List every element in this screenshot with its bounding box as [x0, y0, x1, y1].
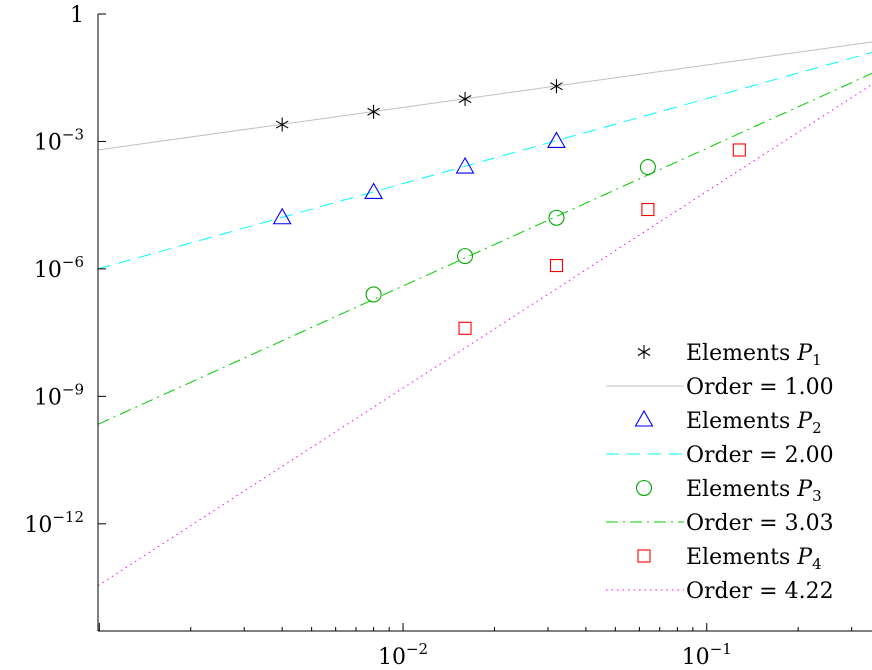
data-point-s2-2: [455, 156, 475, 174]
legend-marker-4: [635, 479, 653, 497]
legend: Elements P1 Order = 1.00 Elements P2 Order = …: [606, 341, 834, 604]
series-line-5: [98, 72, 872, 425]
legend-item-0: Elements P1: [637, 341, 822, 369]
data-point-s6-2: [641, 202, 655, 217]
data-point-s4-0: [365, 286, 382, 303]
legend-label-2: Elements P2: [686, 409, 822, 437]
legend-item-6: Elements P4: [637, 545, 822, 573]
y-tick-label-2: 10−6: [34, 253, 84, 283]
data-point-s0-3: [550, 79, 563, 94]
data-point-s4-1: [456, 248, 474, 265]
y-tick-label-1: 10−3: [34, 125, 84, 155]
legend-label-6: Elements P4: [686, 545, 822, 573]
data-point-s0-0: [275, 117, 289, 132]
data-point-s2-3: [547, 131, 566, 149]
data-point-s2-1: [364, 182, 384, 200]
legend-item-3: Order = 2.00: [606, 443, 834, 468]
legend-label-1: Order = 1.00: [686, 375, 834, 400]
series-line-3: [98, 51, 872, 270]
x-tick-label-1: 10−1: [682, 640, 732, 670]
data-point-s6-1: [549, 258, 564, 273]
x-tick-label-0: 10−2: [378, 640, 428, 670]
data-point-s0-1: [367, 104, 380, 119]
legend-marker-0: [637, 345, 651, 359]
data-point-s6-0: [458, 321, 472, 335]
data-point-s6-3: [732, 143, 746, 157]
y-tick-label-0: 1: [70, 3, 84, 28]
legend-label-7: Order = 4.22: [686, 579, 834, 604]
data-point-s2-0: [272, 207, 292, 225]
legend-item-1: Order = 1.00: [606, 375, 834, 400]
data-point-s0-2: [458, 91, 472, 106]
legend-label-3: Order = 2.00: [686, 443, 834, 468]
y-tick-label-3: 10−9: [34, 380, 84, 410]
axes-layer: [97, 14, 872, 632]
fit-lines-layer: [98, 41, 872, 587]
data-point-s4-3: [639, 158, 656, 176]
y-tick-label-4: 10−12: [24, 508, 84, 538]
data-point-s4-2: [548, 209, 565, 226]
legend-label-5: Order = 3.03: [686, 511, 834, 536]
legend-label-4: Elements P3: [686, 477, 822, 505]
legend-marker-2: [634, 409, 654, 427]
legend-label-0: Elements P1: [686, 341, 822, 369]
data-points-layer: [272, 79, 746, 335]
ticks-layer: 1 10−3 10−6 10−9 10−12 10−2 10−1: [24, 3, 853, 670]
legend-item-7: Order = 4.22: [606, 579, 834, 604]
series-line-1: [98, 41, 872, 151]
legend-item-4: Elements P3: [635, 477, 822, 505]
legend-item-5: Order = 3.03: [606, 511, 834, 536]
legend-marker-6: [637, 549, 651, 563]
legend-item-2: Elements P2: [634, 409, 822, 437]
